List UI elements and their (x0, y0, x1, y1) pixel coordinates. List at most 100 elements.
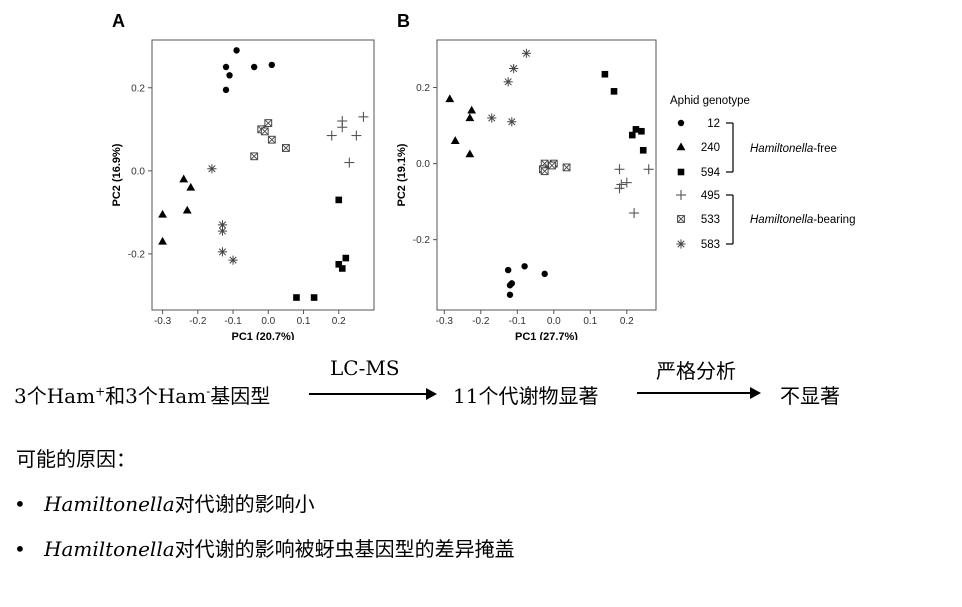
flow-start-text: 3个Ham+和3个Ham-基因型 (14, 384, 271, 408)
reason-item-2: • Hamiltonella对代谢的影响被蚜虫基因型的差异掩盖 (14, 537, 515, 561)
y-axis-label: PC2 (19.1%) (396, 143, 408, 206)
point-583 (503, 77, 513, 87)
point-12 (233, 47, 240, 54)
point-594 (610, 88, 618, 95)
point-12 (521, 263, 528, 270)
x-axis-label: PC1 (27.7%) (515, 331, 578, 340)
point-240 (158, 209, 167, 218)
point-12 (506, 282, 514, 289)
legend: Aphid genotype 12 240 594 495 533 583 Hamilto… (670, 95, 855, 251)
point-594 (293, 294, 300, 301)
x-tick-label: 0.1 (297, 316, 311, 327)
point-533 (260, 127, 269, 136)
reason-item-1: • Hamiltonella对代谢的影响小 (14, 492, 315, 516)
point-495 (351, 130, 362, 141)
point-594 (310, 294, 318, 301)
flow-end-text: 不显著 (780, 384, 840, 408)
legend-label-240: 240 (701, 142, 720, 154)
reasons-title: 可能的原因： (16, 447, 136, 471)
point-583 (507, 117, 517, 127)
y-tick-label: 0.0 (416, 159, 430, 170)
legend-label-533: 533 (701, 214, 720, 226)
point-12 (222, 63, 230, 71)
legend-marker-594 (677, 168, 685, 176)
point-495 (629, 208, 640, 219)
y-tick-label: 0.2 (416, 83, 430, 94)
y-tick-label: 0.0 (131, 166, 145, 177)
point-12 (250, 63, 258, 71)
point-240 (445, 94, 455, 103)
plot-frame (436, 39, 657, 311)
panel-label-b: B (397, 11, 410, 31)
x-tick-label: 0.1 (583, 316, 597, 327)
x-tick-label: -0.3 (154, 316, 172, 327)
point-240 (158, 236, 167, 245)
point-495 (337, 122, 348, 133)
point-495 (344, 157, 355, 168)
point-583 (217, 226, 228, 236)
point-12 (226, 72, 233, 79)
flow-arrow2-label: 严格分析 (656, 359, 736, 383)
point-533 (282, 144, 290, 152)
point-594 (335, 261, 343, 268)
x-tick-label: -0.2 (189, 316, 207, 327)
point-583 (487, 113, 497, 123)
point-533 (548, 161, 556, 170)
point-533 (562, 163, 571, 172)
point-533 (267, 135, 276, 144)
flow-arrow-2 (637, 387, 761, 399)
x-axis-label: PC1 (20.7%) (232, 331, 295, 340)
x-tick-label: -0.2 (472, 316, 490, 327)
point-240 (465, 113, 475, 122)
point-240 (465, 149, 475, 158)
x-tick-label: 0.2 (620, 316, 634, 327)
pca-figure: A B -0.3 -0.2 -0.1 0.0 0.1 0.2 -0.2 0.0 0.2 PC1 (… (111, 11, 855, 340)
legend-marker-533 (677, 215, 685, 223)
x-tick-label: 0.0 (261, 316, 275, 327)
legend-label-12: 12 (707, 118, 720, 130)
y-tick-label: -0.2 (413, 235, 431, 246)
point-583 (217, 247, 228, 257)
point-594 (632, 126, 640, 133)
y-tick-label: -0.2 (128, 249, 146, 260)
point-594 (628, 131, 636, 139)
point-495 (614, 164, 625, 175)
point-240 (186, 182, 196, 191)
point-240 (182, 205, 192, 214)
plot-frame (151, 39, 375, 311)
point-594 (338, 265, 346, 272)
point-495 (326, 130, 337, 141)
point-594 (638, 127, 645, 135)
legend-label-583: 583 (701, 239, 720, 251)
pca-plot-a: -0.3 -0.2 -0.1 0.0 0.1 0.2 -0.2 0.0 0.2 PC1 (20.7… (111, 39, 375, 340)
point-12 (222, 86, 230, 94)
x-tick-label: -0.1 (224, 316, 242, 327)
point-533 (264, 119, 273, 127)
x-tick-label: 0.0 (547, 316, 561, 327)
point-583 (228, 255, 238, 265)
point-594 (639, 146, 647, 154)
legend-marker-240 (676, 142, 686, 151)
point-495 (621, 177, 632, 188)
point-495 (643, 164, 654, 175)
point-583 (521, 48, 532, 58)
x-tick-label: -0.1 (509, 316, 527, 327)
legend-group-free: Hamiltonella-free (750, 143, 837, 155)
panel-label-a: A (112, 11, 125, 31)
y-tick-label: 0.2 (131, 83, 145, 94)
flow-arrow1-label: LC-MS (330, 356, 400, 380)
legend-marker-583 (676, 239, 686, 249)
point-495 (614, 183, 625, 194)
point-594 (601, 70, 609, 78)
point-583 (509, 63, 519, 74)
point-12 (268, 61, 276, 69)
legend-group-bearing: Hamiltonella-bearing (750, 214, 855, 226)
point-240 (179, 174, 189, 183)
point-533 (250, 152, 259, 161)
point-12 (541, 270, 548, 278)
point-583 (207, 164, 217, 174)
legend-label-495: 495 (701, 190, 720, 202)
flow-arrow-1 (309, 388, 437, 400)
pca-plot-b: -0.3 -0.2 -0.1 0.0 0.1 0.2 -0.2 0.0 0.2 PC1 (27.7… (396, 39, 657, 340)
point-12 (504, 266, 512, 274)
